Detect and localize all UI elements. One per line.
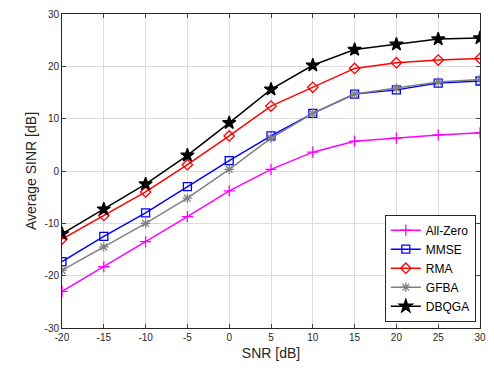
svg-text:25: 25 (433, 332, 445, 343)
svg-text:-20: -20 (55, 332, 70, 343)
svg-text:0: 0 (53, 166, 59, 177)
svg-text:10: 10 (307, 332, 319, 343)
svg-text:-15: -15 (97, 332, 112, 343)
svg-text:-10: -10 (45, 218, 60, 229)
svg-text:20: 20 (391, 332, 403, 343)
svg-text:SNR [dB]: SNR [dB] (242, 345, 300, 361)
svg-text:DBQGA: DBQGA (426, 300, 469, 314)
svg-text:20: 20 (48, 61, 60, 72)
svg-text:-20: -20 (45, 270, 60, 281)
svg-text:All-Zero: All-Zero (426, 224, 468, 238)
svg-text:Average SINR [dB]: Average SINR [dB] (23, 112, 39, 230)
svg-text:-5: -5 (183, 332, 192, 343)
svg-text:5: 5 (268, 332, 274, 343)
svg-text:30: 30 (48, 9, 60, 20)
svg-text:30: 30 (474, 332, 486, 343)
svg-text:RMA: RMA (426, 262, 453, 276)
svg-text:GFBA: GFBA (426, 281, 459, 295)
svg-text:-10: -10 (138, 332, 153, 343)
svg-text:MMSE: MMSE (426, 243, 462, 257)
svg-text:15: 15 (349, 332, 361, 343)
svg-text:-30: -30 (45, 323, 60, 334)
svg-text:10: 10 (48, 113, 60, 124)
svg-text:0: 0 (226, 332, 232, 343)
